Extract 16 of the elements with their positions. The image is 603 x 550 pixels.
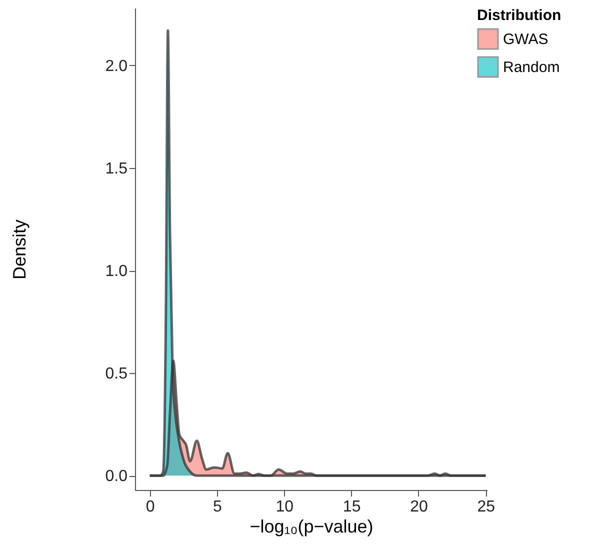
x-tick-label: 20: [410, 498, 428, 516]
y-tick-label: 0.5: [105, 366, 128, 383]
y-axis-title: Density: [9, 219, 30, 280]
x-tick-label: 0: [146, 498, 155, 516]
legend-label: GWAS: [503, 31, 548, 48]
y-tick-label: 1.5: [105, 160, 128, 178]
legend-title: Distribution: [477, 7, 562, 24]
y-tick-label: 2.0: [105, 58, 128, 75]
x-tick-label: 5: [213, 498, 222, 516]
x-tick-label: 15: [342, 498, 361, 516]
y-tick-label: 0.0: [105, 468, 128, 486]
legend-label: Random: [503, 59, 560, 76]
y-tick-label: 1.0: [105, 263, 128, 280]
x-tick-label: 25: [477, 498, 496, 516]
x-tick-label: 10: [276, 498, 294, 516]
x-axis-title: −log₁₀(p−value): [250, 516, 374, 536]
